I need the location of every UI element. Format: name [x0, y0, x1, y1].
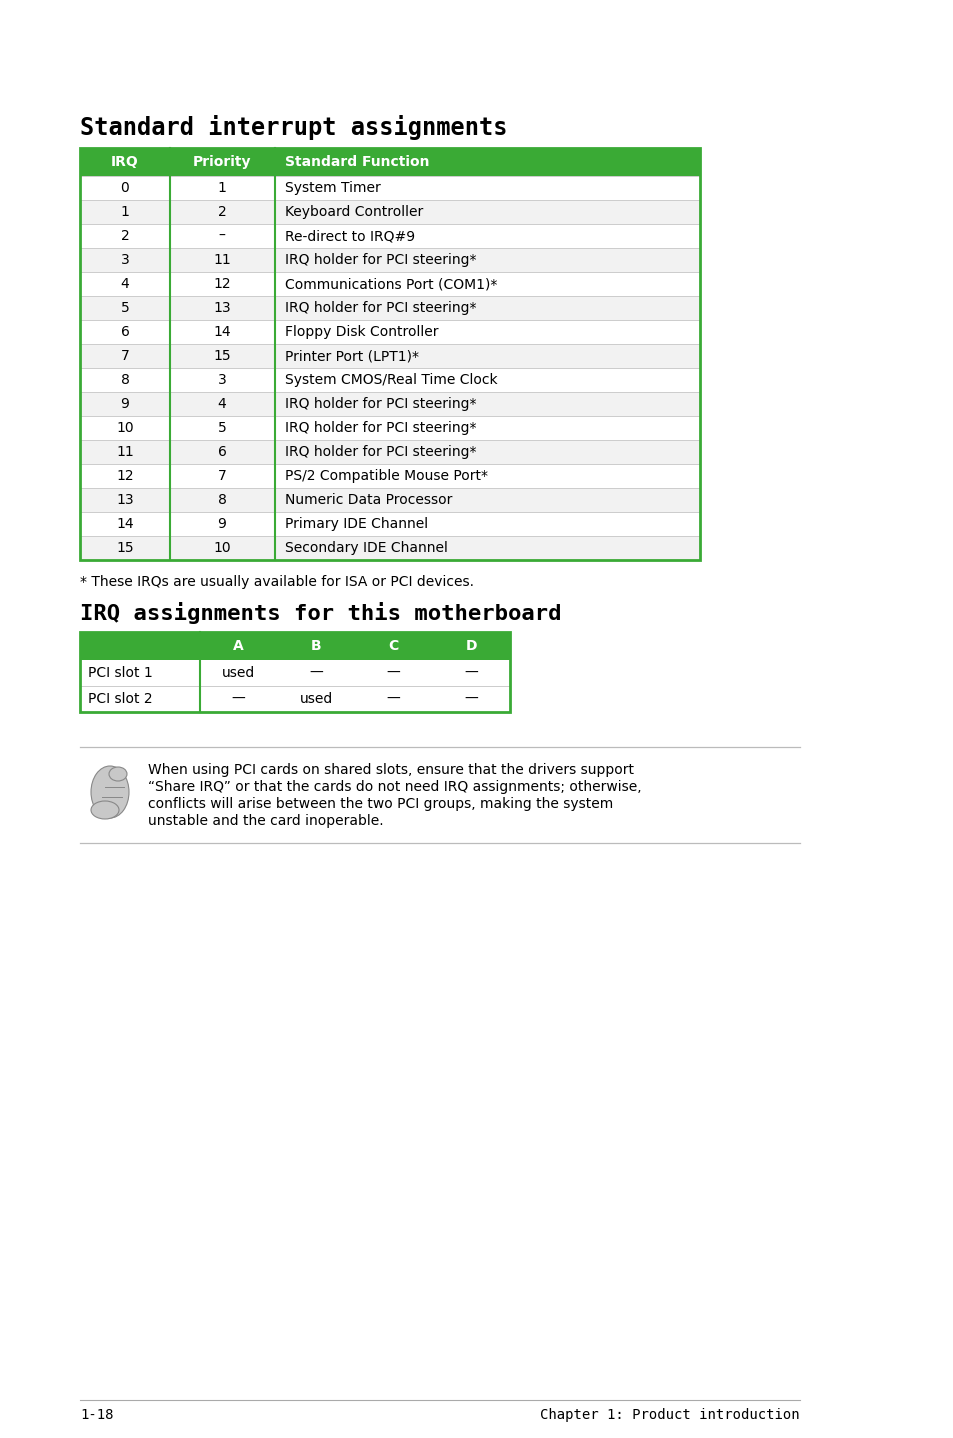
Text: 7: 7 [120, 349, 130, 362]
Text: 3: 3 [120, 253, 130, 267]
Bar [80, 660, 510, 686]
Text: 2: 2 [217, 206, 226, 219]
Text: 8: 8 [217, 493, 226, 508]
Bar [80, 512, 700, 536]
Text: 1: 1 [120, 206, 130, 219]
Text: * These IRQs are usually available for ISA or PCI devices.: * These IRQs are usually available for I… [80, 575, 474, 590]
Text: —: — [387, 666, 400, 680]
Bar [80, 631, 510, 712]
Text: 10: 10 [213, 541, 231, 555]
Text: —: — [232, 692, 245, 706]
Text: Priority: Priority [193, 155, 251, 170]
Text: IRQ holder for PCI steering*: IRQ holder for PCI steering* [285, 397, 476, 411]
Text: Keyboard Controller: Keyboard Controller [285, 206, 423, 219]
Text: used: used [299, 692, 333, 706]
Text: C: C [388, 638, 398, 653]
Text: System CMOS/Real Time Clock: System CMOS/Real Time Clock [285, 372, 497, 387]
Text: Printer Port (LPT1)*: Printer Port (LPT1)* [285, 349, 418, 362]
Text: PS/2 Compatible Mouse Port*: PS/2 Compatible Mouse Port* [285, 469, 488, 483]
Text: A: A [233, 638, 244, 653]
Bar [80, 321, 700, 344]
Bar [80, 631, 510, 660]
Text: When using PCI cards on shared slots, ensure that the drivers support: When using PCI cards on shared slots, en… [148, 764, 634, 777]
Bar [80, 487, 700, 512]
Text: 11: 11 [116, 444, 133, 459]
Text: 11: 11 [213, 253, 231, 267]
Text: 9: 9 [217, 518, 226, 531]
Text: unstable and the card inoperable.: unstable and the card inoperable. [148, 814, 383, 828]
Text: —: — [464, 692, 477, 706]
Text: 5: 5 [120, 301, 130, 315]
Text: 4: 4 [217, 397, 226, 411]
Text: 1-18: 1-18 [80, 1408, 113, 1422]
Text: IRQ holder for PCI steering*: IRQ holder for PCI steering* [285, 421, 476, 436]
Text: PCI slot 1: PCI slot 1 [88, 666, 152, 680]
Text: 6: 6 [120, 325, 130, 339]
Ellipse shape [91, 766, 129, 818]
Text: 13: 13 [116, 493, 133, 508]
Bar [80, 416, 700, 440]
Text: IRQ assignments for this motherboard: IRQ assignments for this motherboard [80, 603, 561, 624]
Text: 10: 10 [116, 421, 133, 436]
Text: 0: 0 [120, 181, 130, 196]
Text: 9: 9 [120, 397, 130, 411]
Text: Communications Port (COM1)*: Communications Port (COM1)* [285, 278, 497, 290]
Bar [80, 440, 700, 464]
Text: —: — [309, 666, 323, 680]
Bar [80, 224, 700, 247]
Text: 8: 8 [120, 372, 130, 387]
Ellipse shape [91, 801, 119, 820]
Text: 1: 1 [217, 181, 226, 196]
Text: System Timer: System Timer [285, 181, 380, 196]
Bar [80, 272, 700, 296]
Bar [80, 344, 700, 368]
Text: Standard interrupt assignments: Standard interrupt assignments [80, 115, 507, 139]
Text: Re-direct to IRQ#9: Re-direct to IRQ#9 [285, 229, 415, 243]
Text: 13: 13 [213, 301, 231, 315]
Text: Secondary IDE Channel: Secondary IDE Channel [285, 541, 447, 555]
Text: 12: 12 [116, 469, 133, 483]
Text: 4: 4 [120, 278, 130, 290]
Bar [80, 148, 700, 175]
Text: 14: 14 [116, 518, 133, 531]
Text: PCI slot 2: PCI slot 2 [88, 692, 152, 706]
Text: Numeric Data Processor: Numeric Data Processor [285, 493, 452, 508]
Text: 15: 15 [116, 541, 133, 555]
Text: B: B [311, 638, 321, 653]
Text: “Share IRQ” or that the cards do not need IRQ assignments; otherwise,: “Share IRQ” or that the cards do not nee… [148, 779, 641, 794]
Bar [80, 175, 700, 200]
Text: IRQ holder for PCI steering*: IRQ holder for PCI steering* [285, 253, 476, 267]
Ellipse shape [109, 766, 127, 781]
Text: used: used [222, 666, 255, 680]
Bar [80, 393, 700, 416]
Text: 7: 7 [217, 469, 226, 483]
Text: —: — [387, 692, 400, 706]
Text: IRQ: IRQ [111, 155, 139, 170]
Bar [80, 464, 700, 487]
Text: IRQ holder for PCI steering*: IRQ holder for PCI steering* [285, 444, 476, 459]
Text: 2: 2 [120, 229, 130, 243]
Text: 12: 12 [213, 278, 231, 290]
Text: conflicts will arise between the two PCI groups, making the system: conflicts will arise between the two PCI… [148, 797, 613, 811]
Text: 3: 3 [217, 372, 226, 387]
Text: Primary IDE Channel: Primary IDE Channel [285, 518, 428, 531]
Text: Chapter 1: Product introduction: Chapter 1: Product introduction [539, 1408, 800, 1422]
Bar [80, 536, 700, 559]
Text: 15: 15 [213, 349, 231, 362]
Bar [80, 368, 700, 393]
Bar [80, 148, 700, 559]
Text: —: — [464, 666, 477, 680]
Text: 5: 5 [217, 421, 226, 436]
Text: D: D [465, 638, 476, 653]
Text: IRQ holder for PCI steering*: IRQ holder for PCI steering* [285, 301, 476, 315]
Text: 14: 14 [213, 325, 231, 339]
Text: 6: 6 [217, 444, 226, 459]
Bar [80, 296, 700, 321]
Bar [80, 686, 510, 712]
Bar [80, 200, 700, 224]
Text: Floppy Disk Controller: Floppy Disk Controller [285, 325, 438, 339]
Bar [80, 247, 700, 272]
Text: –: – [218, 229, 225, 243]
Text: Standard Function: Standard Function [285, 155, 429, 170]
